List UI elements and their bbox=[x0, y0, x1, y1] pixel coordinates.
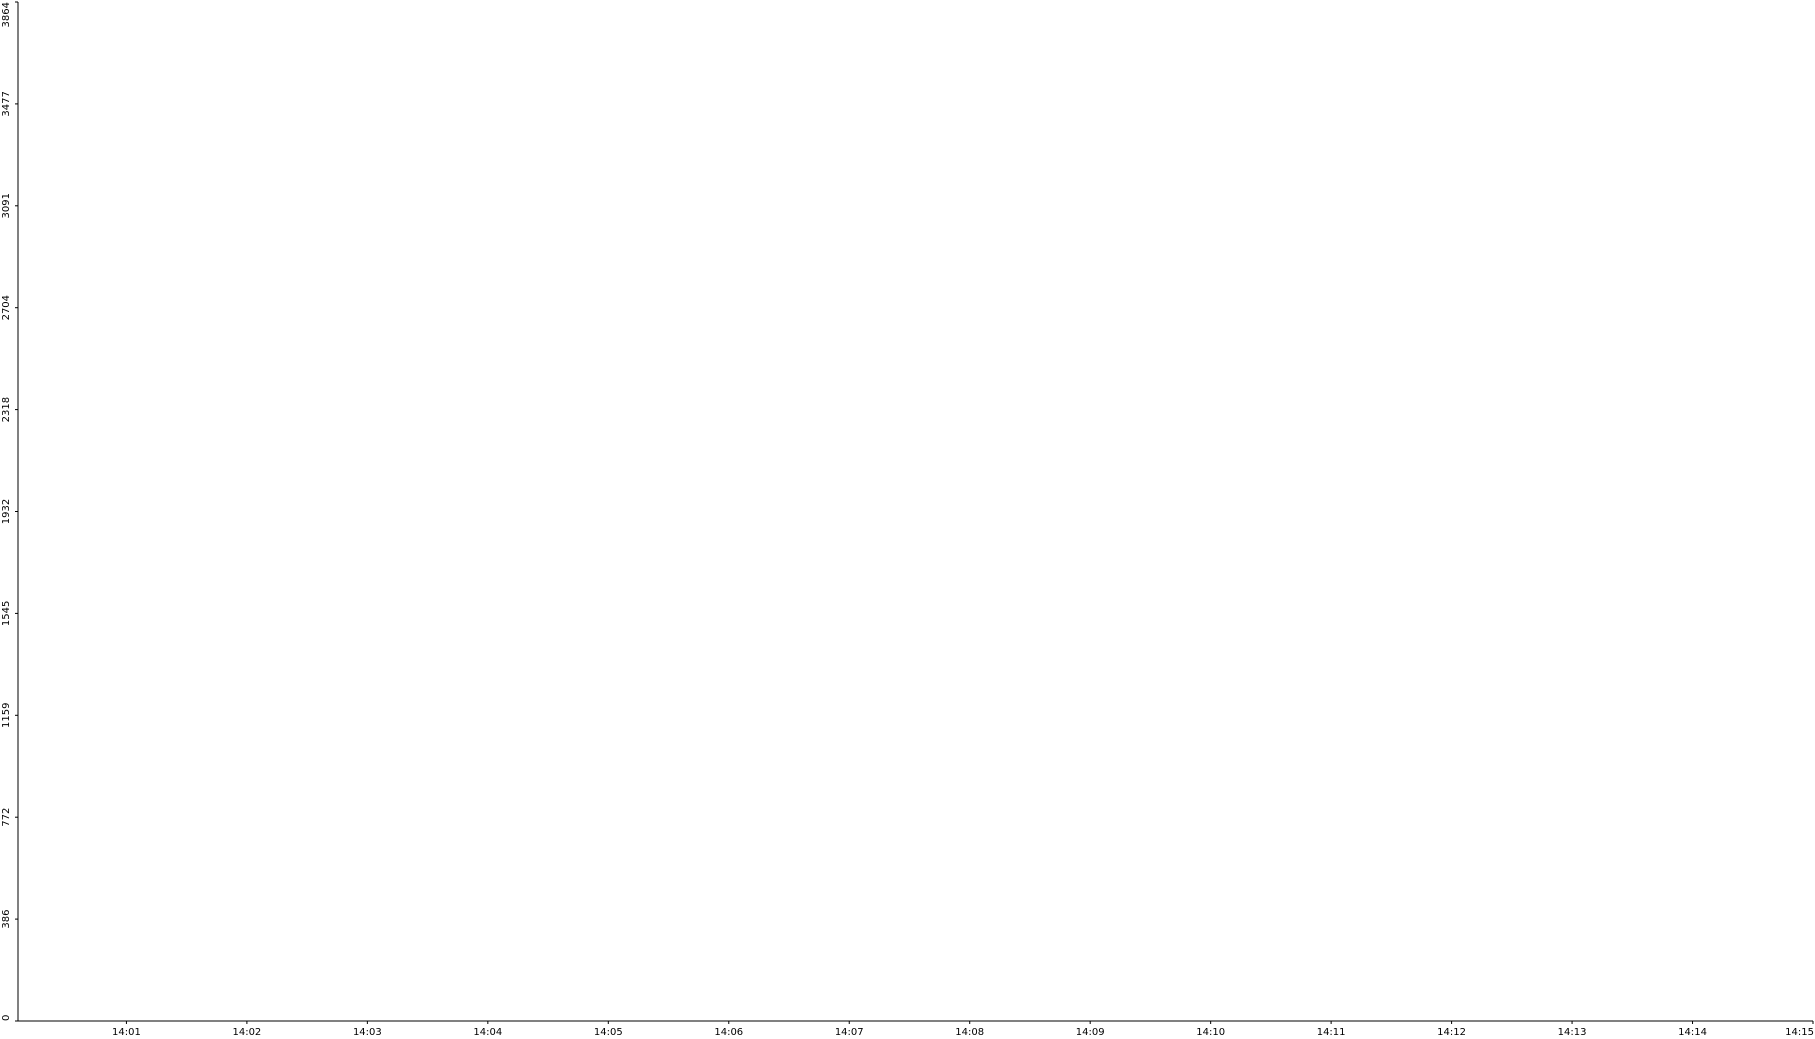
x-tick-label: 14:04 bbox=[473, 1027, 502, 1038]
y-tick-label: 386 bbox=[1, 910, 12, 929]
x-tick-labels: 14:01 14:02 14:03 14:04 14:05 14:06 14:07 14:08… bbox=[112, 1021, 1814, 1038]
y-tick-labels: 0 386 772 1159 1545 1932 2318 2704 3091 3477 3864 bbox=[1, 1, 18, 1022]
y-tick-label: 3477 bbox=[1, 91, 12, 116]
x-tick-label: 14:14 bbox=[1678, 1027, 1707, 1038]
y-tick-label: 1159 bbox=[1, 703, 12, 728]
y-tick-label: 3091 bbox=[1, 193, 12, 218]
x-tick-label: 14:01 bbox=[112, 1027, 141, 1038]
y-tick-label: 1545 bbox=[1, 601, 12, 626]
x-tick-label: 14:02 bbox=[232, 1027, 261, 1038]
y-tick-label: 2704 bbox=[1, 295, 12, 320]
x-tick-label: 14:13 bbox=[1558, 1027, 1587, 1038]
x-tick-label: 14:10 bbox=[1196, 1027, 1225, 1038]
y-tick-label: 2318 bbox=[1, 397, 12, 422]
x-tick-label: 14:09 bbox=[1076, 1027, 1105, 1038]
x-tick-label: 14:03 bbox=[353, 1027, 382, 1038]
axes-group bbox=[17, 2, 1813, 1022]
x-tick-label: 14:15 bbox=[1785, 1027, 1814, 1038]
y-tick-label: 3864 bbox=[1, 2, 12, 27]
x-tick-label: 14:06 bbox=[714, 1027, 743, 1038]
x-tick-label: 14:05 bbox=[594, 1027, 623, 1038]
x-tick-label: 14:07 bbox=[835, 1027, 864, 1038]
y-tick-label: 1932 bbox=[1, 499, 12, 524]
x-tick-label: 14:12 bbox=[1437, 1027, 1466, 1038]
y-tick-label: 0 bbox=[1, 1015, 12, 1021]
y-tick-label: 772 bbox=[1, 808, 12, 827]
x-tick-label: 14:11 bbox=[1317, 1027, 1346, 1038]
x-tick-label: 14:08 bbox=[955, 1027, 984, 1038]
